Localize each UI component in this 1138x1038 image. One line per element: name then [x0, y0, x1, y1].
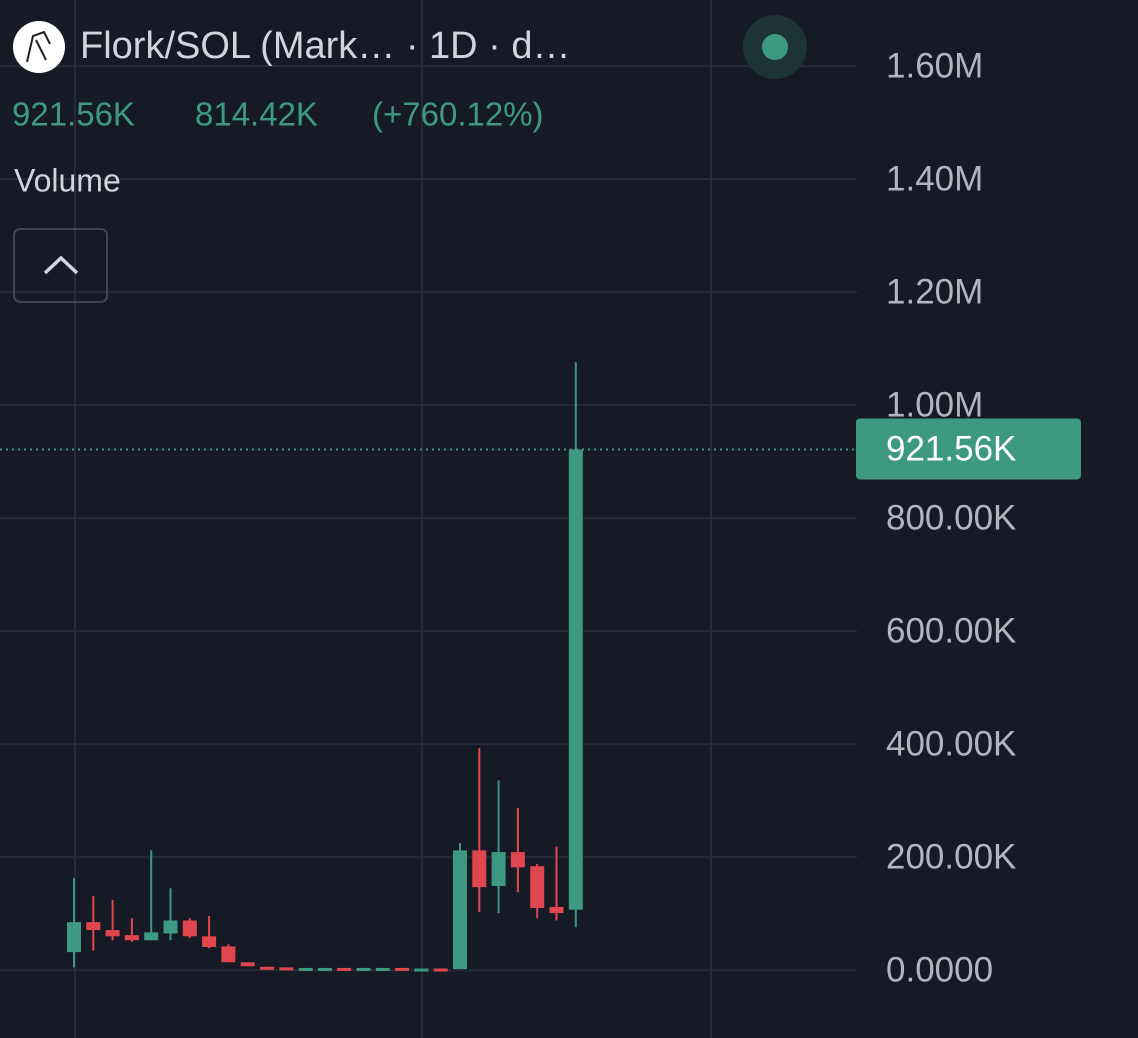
last-price-tag — [856, 418, 1081, 480]
token-icon-drawing — [26, 30, 51, 63]
grid — [0, 0, 857, 1038]
candle-body — [202, 936, 217, 948]
candles — [67, 362, 583, 972]
candle-body — [337, 967, 352, 971]
candle-body — [182, 920, 197, 937]
candle-body — [221, 946, 236, 963]
candle-body — [144, 932, 159, 941]
chart-title: Flork/SOL (Mark… · 1D · d… — [80, 25, 571, 67]
candle-body — [491, 852, 506, 887]
overlay: Flork/SOL (Mark… · 1D · d… 921.56K 814.4… — [12, 15, 807, 303]
y-tick-label: 1.00M — [886, 385, 983, 424]
candle-body — [124, 935, 139, 941]
candle-body — [510, 852, 525, 868]
last-price: 921.56K — [12, 96, 135, 133]
candle-body — [453, 850, 467, 970]
y-tick-label: 200.00K — [886, 837, 1016, 876]
change-percent: (+760.12%) — [372, 96, 544, 133]
candle-body — [163, 920, 178, 934]
y-tick-label: 1.40M — [886, 159, 983, 198]
candle-body — [549, 906, 564, 914]
candle-body — [530, 866, 545, 909]
candle-body — [279, 967, 294, 971]
collapse-button[interactable] — [13, 228, 108, 303]
candle-body — [375, 967, 390, 971]
candle-body — [298, 967, 313, 971]
candle-body — [472, 850, 487, 888]
y-tick-label: 800.00K — [886, 498, 1016, 537]
y-tick-label: 1.20M — [886, 272, 983, 311]
candle-body — [67, 922, 81, 953]
status-dot — [762, 34, 788, 60]
indicator-label: Volume — [14, 162, 121, 198]
candle-body — [414, 968, 429, 972]
candle-body — [240, 962, 255, 967]
candle-body — [86, 922, 101, 931]
change: 814.42K — [195, 96, 318, 133]
y-tick-label: 600.00K — [886, 611, 1016, 650]
candle-body — [317, 967, 332, 971]
candle-body — [260, 966, 274, 970]
y-tick-label: 0.0000 — [886, 950, 993, 989]
candle-body — [356, 967, 371, 971]
candle-body — [568, 449, 583, 910]
last-price-tag-label: 921.56K — [886, 430, 1016, 469]
collapse-icon — [43, 255, 79, 275]
candle-body — [105, 930, 120, 937]
candle-body — [433, 968, 448, 972]
y-tick-label: 400.00K — [886, 724, 1016, 763]
y-tick-label: 1.60M — [886, 46, 983, 85]
candle-body — [395, 967, 410, 971]
